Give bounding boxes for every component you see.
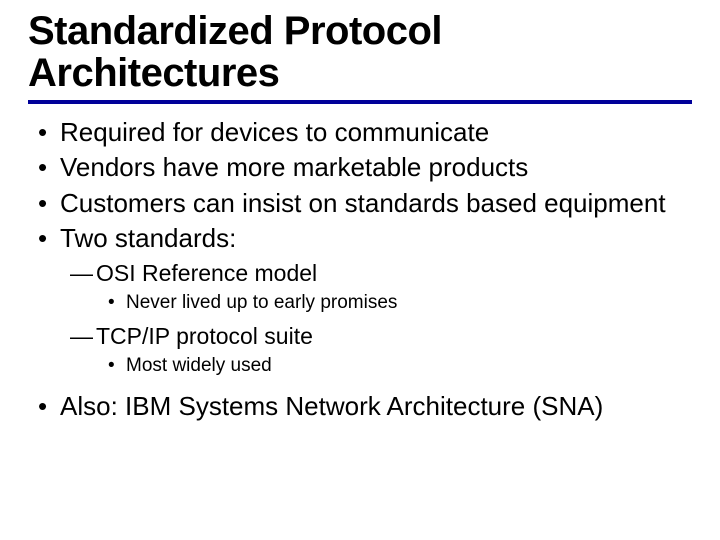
- bullet-item: • Most widely used: [108, 354, 692, 379]
- bullet-text: Never lived up to early promises: [126, 291, 397, 316]
- bullet-dot-icon: •: [38, 116, 60, 149]
- bullet-item: • Never lived up to early promises: [108, 291, 692, 316]
- bullet-list-level-1: • Also: IBM Systems Network Architecture…: [38, 390, 692, 423]
- title-underline: [28, 100, 692, 104]
- bullet-list-level-2: — TCP/IP protocol suite: [70, 322, 692, 352]
- bullet-item: • Also: IBM Systems Network Architecture…: [38, 390, 692, 423]
- bullet-dot-icon: •: [38, 222, 60, 255]
- bullet-list-level-2: — OSI Reference model: [70, 259, 692, 289]
- bullet-list-level-3: • Never lived up to early promises: [108, 291, 692, 316]
- bullet-dot-icon: •: [38, 187, 60, 220]
- bullet-item: — TCP/IP protocol suite: [70, 322, 692, 352]
- bullet-list-level-3: • Most widely used: [108, 354, 692, 379]
- bullet-item: — OSI Reference model: [70, 259, 692, 289]
- bullet-text: Most widely used: [126, 354, 272, 379]
- bullet-dot-icon: •: [108, 291, 126, 316]
- slide: Standardized Protocol Architectures • Re…: [0, 0, 720, 540]
- bullet-text: Also: IBM Systems Network Architecture (…: [60, 390, 603, 423]
- bullet-item: • Customers can insist on standards base…: [38, 187, 692, 220]
- bullet-dot-icon: •: [38, 151, 60, 184]
- bullet-dot-icon: •: [38, 390, 60, 423]
- spacer: [28, 384, 692, 388]
- bullet-list-level-1: • Required for devices to communicate • …: [38, 116, 692, 255]
- bullet-text: Required for devices to communicate: [60, 116, 489, 149]
- bullet-text: Vendors have more marketable products: [60, 151, 528, 184]
- emdash-icon: —: [70, 259, 96, 289]
- emdash-icon: —: [70, 322, 96, 352]
- bullet-text: OSI Reference model: [96, 259, 317, 289]
- bullet-item: • Two standards:: [38, 222, 692, 255]
- bullet-item: • Vendors have more marketable products: [38, 151, 692, 184]
- bullet-text: Two standards:: [60, 222, 236, 255]
- slide-title: Standardized Protocol Architectures: [28, 10, 692, 94]
- bullet-text: Customers can insist on standards based …: [60, 187, 666, 220]
- bullet-item: • Required for devices to communicate: [38, 116, 692, 149]
- bullet-dot-icon: •: [108, 354, 126, 379]
- bullet-text: TCP/IP protocol suite: [96, 322, 313, 352]
